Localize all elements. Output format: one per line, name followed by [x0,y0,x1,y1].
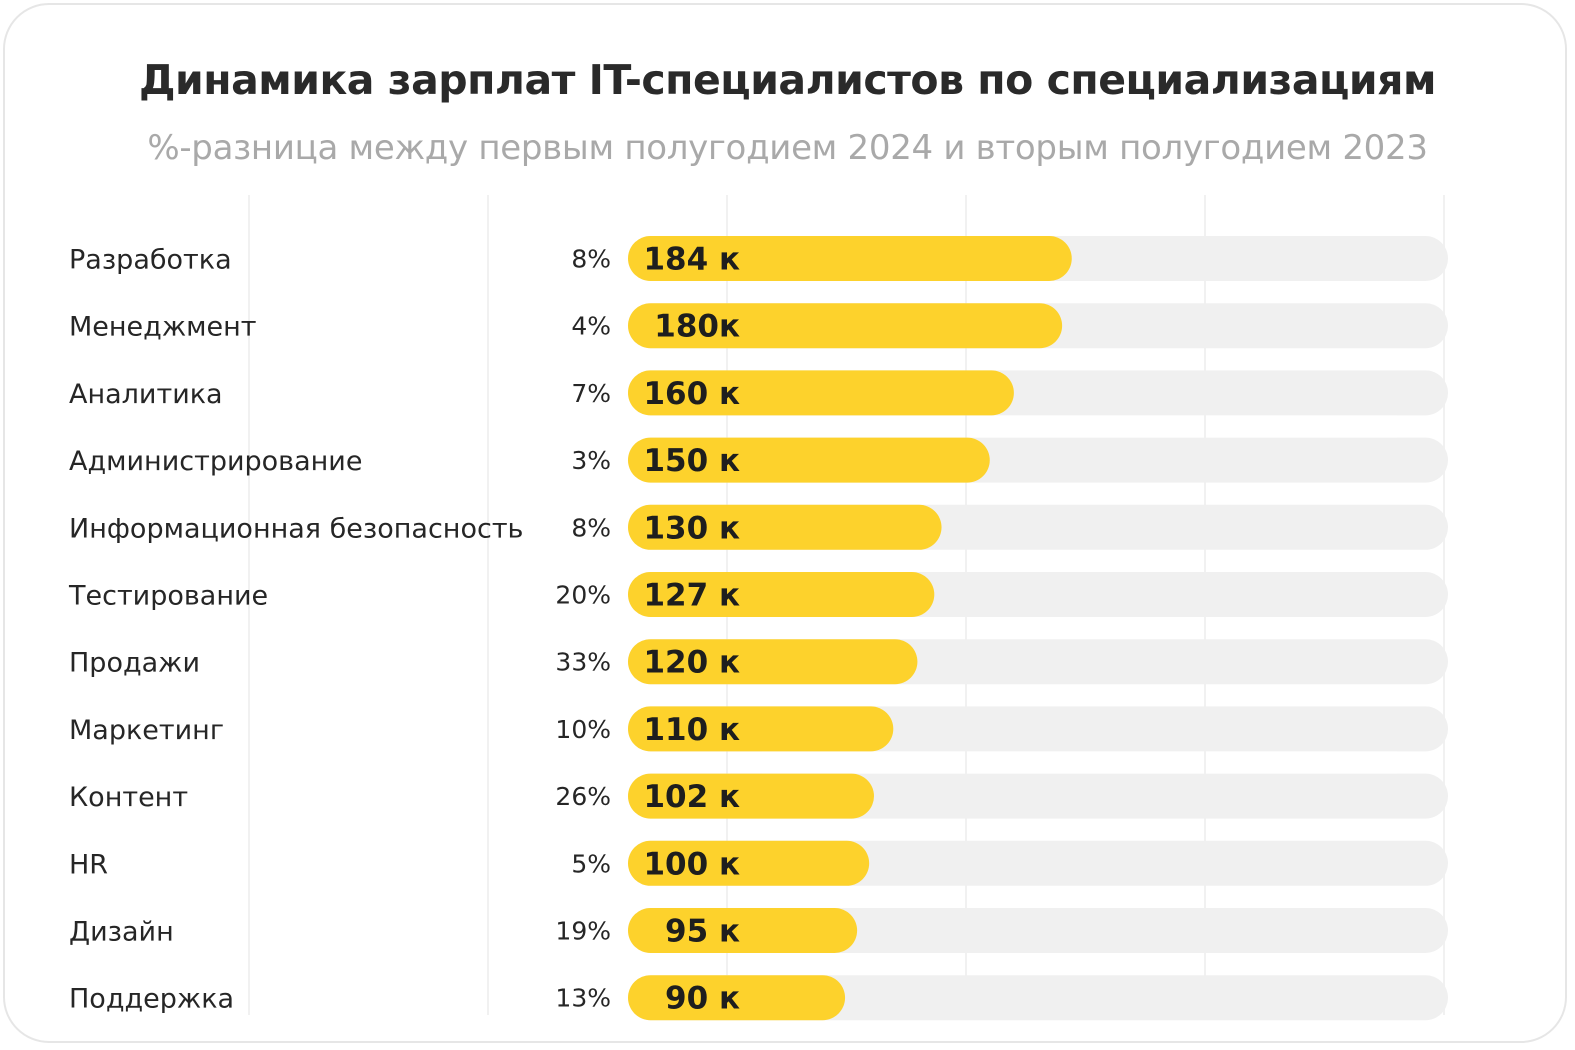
change-label: 10% [555,715,611,744]
bar [628,908,858,953]
category-label: Поддержка [69,984,234,1015]
bar [628,303,1063,349]
value-label: 120 к [643,645,740,681]
change-label: 5% [571,849,611,878]
category-label: HR [69,849,108,880]
value-label: 127 к [643,578,740,614]
category-label: Информационная безопасность [69,513,523,544]
bar [628,975,846,1021]
bar [628,639,918,685]
change-label: 20% [555,581,611,610]
category-label: Администрирование [69,446,362,477]
category-label: Маркетинг [69,715,224,746]
value-label: 102 к [643,779,740,815]
grid-line [487,195,489,1015]
value-label: 110 к [643,712,740,748]
change-label: 13% [555,984,611,1013]
bar [628,437,990,483]
value-label: 100 к [643,846,740,882]
grid-line [248,195,250,1015]
bar [628,840,870,886]
change-label: 7% [571,379,611,408]
change-label: 26% [555,782,611,811]
change-label: 4% [571,312,611,341]
chart-subtitle: %-разница между первым полугодием 2024 и… [147,128,1428,168]
value-label: 130 к [643,510,740,546]
bar [628,504,942,550]
change-label: 3% [571,446,611,475]
change-label: 8% [571,513,611,542]
category-label: Дизайн [69,917,174,948]
category-label: Менеджмент [69,312,257,343]
value-label: 184 к [643,242,740,278]
value-label: 150 к [643,443,740,479]
bar [628,236,1072,281]
category-label: Аналитика [69,379,223,410]
category-label: Разработка [69,245,232,276]
category-label: Тестирование [68,581,268,612]
chart-title: Динамика зарплат IT-специалистов по спец… [139,56,1437,104]
bar [628,706,894,752]
change-label: 33% [555,648,611,677]
bar [628,572,935,617]
category-label: Контент [69,782,188,813]
bar [628,370,1014,416]
change-label: 19% [555,917,611,946]
category-label: Продажи [69,648,200,679]
value-label: 90 к [665,981,740,1017]
value-label: 95 к [665,914,740,950]
value-label: 180к [654,309,740,345]
value-label: 160 к [643,376,740,412]
change-label: 8% [571,245,611,274]
bar [628,773,874,819]
